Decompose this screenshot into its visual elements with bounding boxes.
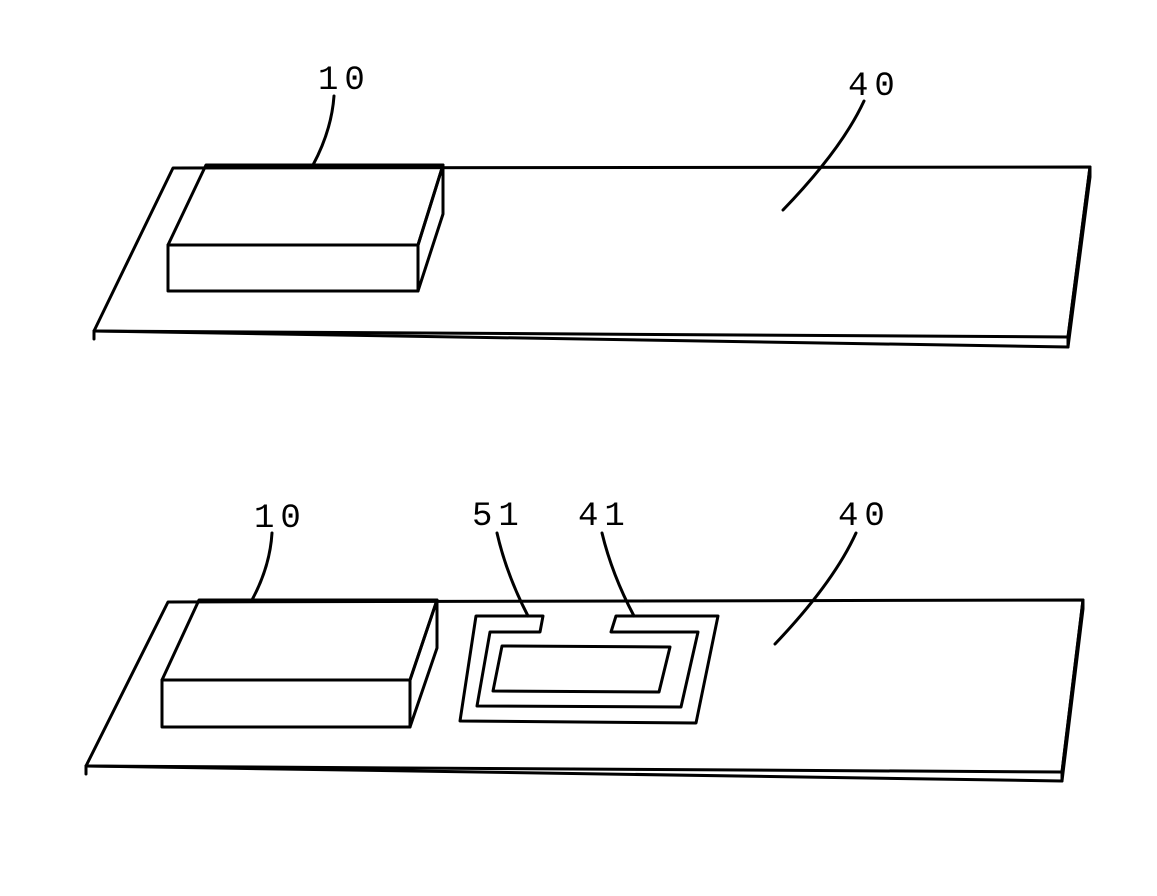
leader-bottom-box	[252, 533, 272, 600]
label-top-box: 10	[318, 62, 371, 100]
leader-bottom-board	[775, 533, 856, 644]
label-bottom-board: 40	[838, 498, 891, 536]
bottom-block-front-face	[162, 680, 410, 727]
leader-bottom-slot-inner	[497, 533, 528, 616]
top-block-front-face	[168, 245, 418, 291]
top-block-right-face	[418, 165, 443, 291]
bottom-board-right-edge	[1062, 600, 1083, 781]
leader-top-box	[313, 96, 334, 165]
leader-top-board	[783, 101, 864, 210]
bottom-board-top-face	[86, 600, 1083, 772]
bottom-block-top-face	[162, 600, 437, 680]
top-board-top-face	[94, 167, 1090, 337]
label-top-board: 40	[848, 68, 901, 106]
slot-inner	[493, 646, 670, 692]
label-bottom-box: 10	[254, 500, 307, 538]
leader-bottom-slot-outer	[602, 533, 634, 616]
label-bottom-slot-inner: 51	[472, 498, 525, 536]
label-bottom-slot-outer: 41	[578, 498, 631, 536]
top-block-top-face	[168, 165, 443, 245]
bottom-block-right-face	[410, 600, 437, 727]
top-board-right-edge	[1068, 167, 1090, 347]
